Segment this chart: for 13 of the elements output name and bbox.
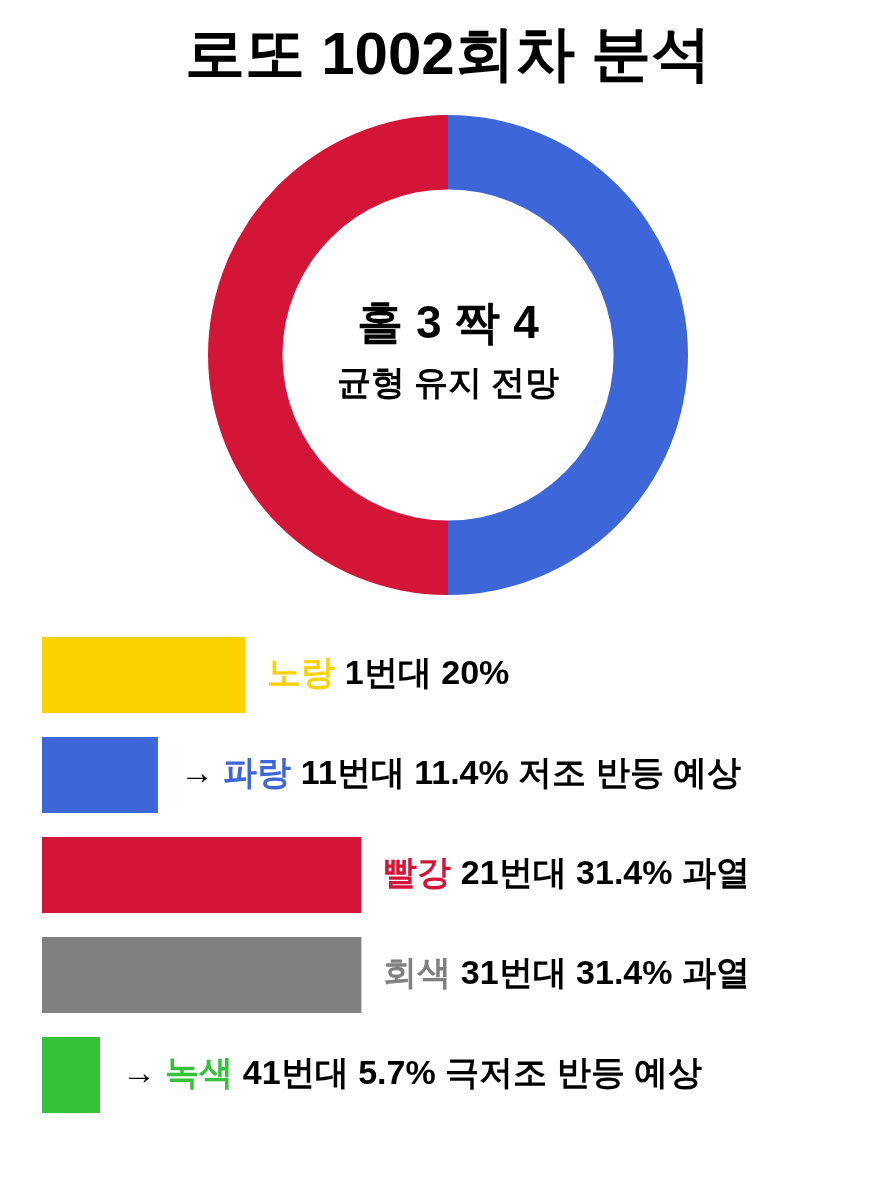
data-label: 회색 31번대 31.4% 과열 bbox=[383, 953, 750, 992]
bar bbox=[42, 937, 362, 1013]
text: 균형 유지 전망 bbox=[336, 363, 560, 402]
data-label: 노랑 1번대 20% bbox=[267, 653, 510, 692]
bar bbox=[42, 837, 362, 913]
chart-title: 로또 1002회차 분석 bbox=[183, 19, 713, 89]
bar bbox=[42, 637, 246, 713]
data-label: 빨강 21번대 31.4% 과열 bbox=[383, 853, 750, 892]
data-label: → 파랑 11번대 11.4% 저조 반등 예상 bbox=[179, 753, 742, 792]
bar bbox=[42, 737, 158, 813]
bar bbox=[42, 1037, 100, 1113]
data-label: → 녹색 41번대 5.7% 극저조 반등 예상 bbox=[121, 1053, 702, 1092]
text: 홀 3 짝 4 bbox=[357, 295, 540, 348]
